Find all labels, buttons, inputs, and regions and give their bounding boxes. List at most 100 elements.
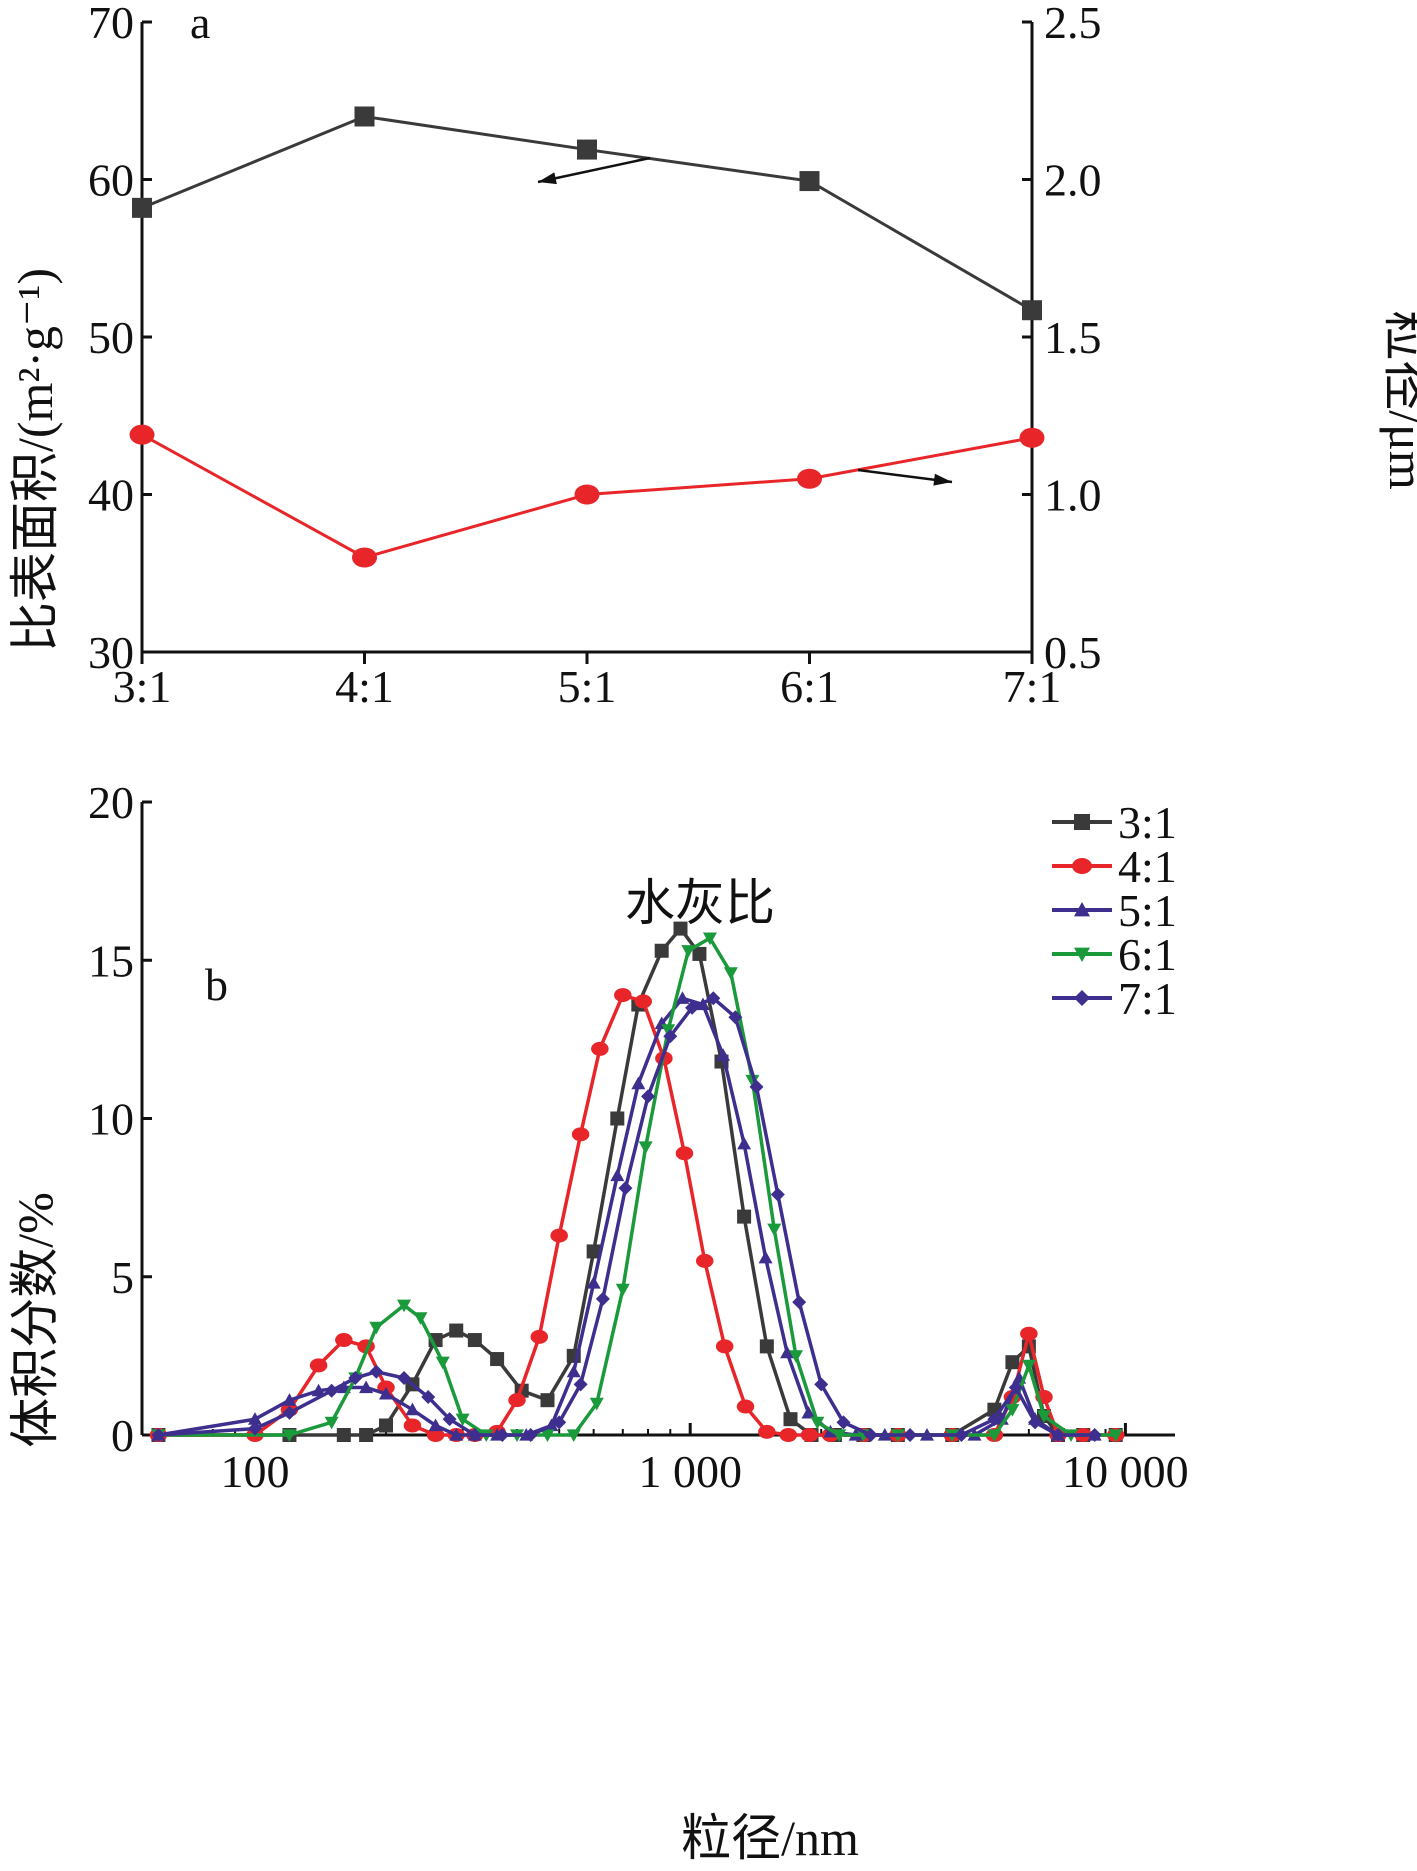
panel-b-series-point: [324, 1416, 339, 1430]
panel-b-series-point: [692, 946, 707, 961]
panel-b-series-point: [552, 1415, 567, 1430]
panel-a-series-left-point: [132, 197, 152, 218]
panel-b-x-tick-label: 10 000: [1062, 1446, 1189, 1497]
panel-b-series-point: [359, 1380, 374, 1394]
panel-b-series-point: [397, 1371, 412, 1386]
panel-a-left-tick-label: 70: [88, 0, 134, 48]
panel-b-series-point: [282, 1429, 297, 1442]
panel-b-series-point: [758, 1424, 776, 1439]
panel-a-x-tick-label: 5:1: [558, 661, 617, 712]
panel-b-x-axis-label: 粒径/nm: [681, 1810, 859, 1866]
panel-b-series-point: [428, 1418, 443, 1432]
panel-b-series-point: [810, 1416, 825, 1430]
legend-marker-6:1: [1074, 947, 1090, 962]
panel-a-series-right-point: [574, 484, 600, 505]
panel-b-series-point: [1020, 1326, 1038, 1341]
panel-b-series-point: [379, 1386, 394, 1400]
panel-b-series-point: [1087, 1428, 1102, 1442]
panel-a-x-tick-label: 7:1: [1003, 661, 1062, 712]
panel-b-series-point: [530, 1329, 549, 1344]
panel-b-y-tick-label: 0: [111, 1410, 134, 1461]
panel-b-series-line: [158, 996, 1095, 1437]
panel-b-series-point: [449, 1323, 464, 1338]
legend-label: 4:1: [1118, 841, 1177, 892]
panel-b-series-point: [595, 1291, 610, 1306]
legend-label: 5:1: [1118, 885, 1177, 936]
panel-b-series-line: [158, 935, 1116, 1437]
panel-b-series-point: [801, 1405, 816, 1419]
panel-b-series-point: [1036, 1410, 1051, 1424]
panel-b-series-point: [638, 1141, 653, 1154]
panel-b-series-point: [324, 1383, 339, 1398]
legend-label: 3:1: [1118, 797, 1177, 848]
arrow-to-left-axis-head: [538, 172, 557, 185]
panel-b-series-point: [1021, 1359, 1036, 1373]
legend-label: 7:1: [1118, 973, 1177, 1024]
panel-b-series-point: [706, 991, 721, 1006]
panel-b-series-point: [413, 1312, 428, 1325]
panel-b-series-point: [247, 1412, 262, 1425]
panel-b-series-point: [311, 1383, 326, 1397]
panel-b-series-point: [151, 1428, 166, 1442]
panel-b-series-point: [467, 1428, 482, 1442]
panel-a-left-tick-label: 60: [88, 155, 134, 206]
panel-b-series-point: [1028, 1415, 1043, 1430]
panel-a-series-left-point: [799, 171, 820, 192]
panel-b-series-point: [715, 1339, 734, 1354]
panel-b-series-point: [449, 1428, 464, 1441]
panel-b-x-tick-label: 1 000: [638, 1446, 742, 1497]
panel-b-series-point: [282, 1405, 297, 1420]
panel-b-series-point: [495, 1428, 510, 1442]
panel-b-series-point: [728, 1010, 743, 1025]
panel-b-series-point: [631, 1076, 646, 1090]
panel-b-series-point: [309, 1358, 328, 1373]
panel-b-series-line: [158, 992, 1116, 1437]
panel-a-left-tick-label: 50: [88, 312, 134, 363]
panel-b-series-point: [550, 1228, 568, 1243]
panel-a-left-axis-label: 比表面积/(m²·g⁻¹): [7, 268, 63, 652]
panel-b-series-point: [695, 1253, 714, 1268]
panel-b-series-point: [1005, 1404, 1020, 1417]
panel-b-series-point: [566, 1364, 581, 1378]
panel-b-series-point: [540, 1429, 555, 1442]
panel-a-right-tick-label: 1.0: [1044, 470, 1102, 521]
panel-b-series-point: [737, 1209, 752, 1224]
panel-b-chart: 0 5 10 15 20 100 1 000 10 000 b 粒径/nm 体积分数/% 3:…: [7, 777, 1189, 1866]
panel-a-right-tick-label: 1.5: [1044, 312, 1102, 363]
panel-a-right-axis-label: 粒径/μm: [1379, 310, 1417, 490]
panel-b-x-tick-label: 100: [220, 1446, 289, 1497]
panel-a-left-tick-label: 30: [88, 627, 134, 678]
panel-b-series-point: [586, 1276, 601, 1289]
panel-a-left-tick-label: 40: [88, 470, 134, 521]
legend-label: 6:1: [1118, 929, 1177, 980]
panel-b-series-point: [490, 1352, 505, 1367]
panel-b-series-point: [654, 943, 669, 958]
panel-b-y-tick-label: 20: [88, 777, 134, 828]
panel-b-series-point: [1008, 1380, 1023, 1395]
panel-b-series-point: [954, 1428, 969, 1442]
panel-b-series-point: [348, 1371, 363, 1386]
panel-b-series-point: [737, 1136, 752, 1150]
panel-a-x-tick-label: 3:1: [113, 661, 172, 712]
arrow-to-right-axis-head: [933, 473, 952, 486]
panel-b-series-point: [566, 1429, 581, 1442]
panel-b-series-point: [540, 1393, 555, 1408]
panel-a-label: a: [190, 0, 210, 48]
panel-b-series-point: [573, 1377, 588, 1392]
panel-b-series-point: [405, 1402, 420, 1416]
panel-b-series-point: [610, 1111, 625, 1126]
panel-b-series-point: [758, 1250, 773, 1264]
panel-b-series-point: [247, 1421, 262, 1436]
panel-b-series-point: [661, 1024, 676, 1037]
panel-b-y-tick-label: 5: [111, 1252, 134, 1303]
legend-marker-4:1: [1072, 858, 1092, 874]
legend-marker-3:1: [1074, 814, 1090, 830]
panel-a-x-axis-label: 水灰比: [625, 875, 775, 931]
panel-b-series-point: [615, 1283, 630, 1297]
panel-b-series-point: [792, 1295, 807, 1310]
panel-b-series-point: [335, 1333, 353, 1348]
panel-b-series-point: [1050, 1428, 1065, 1442]
panel-b-series-point: [359, 1428, 374, 1442]
